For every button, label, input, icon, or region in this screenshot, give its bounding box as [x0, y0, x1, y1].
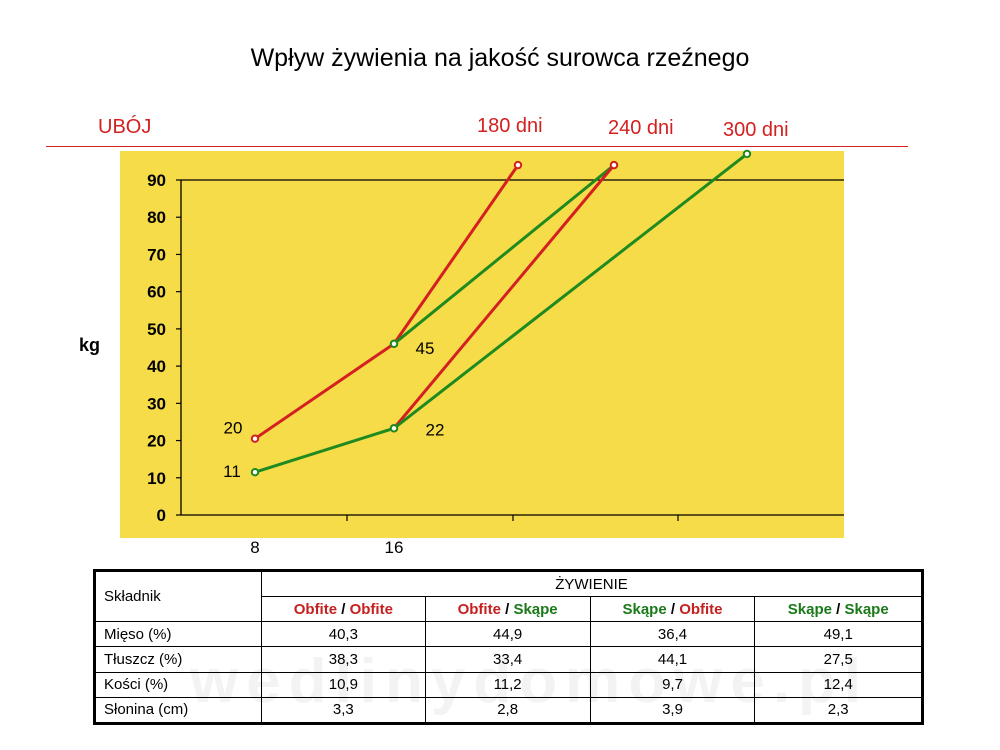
table-row: Mięso (%) 40,3 44,9 36,4 49,1	[94, 621, 923, 648]
series-line	[393, 163, 615, 345]
series-line	[254, 164, 520, 440]
y-tick-label: 60	[147, 283, 166, 302]
row-label: Słonina (cm)	[94, 696, 262, 725]
data-label: 22	[426, 420, 445, 439]
series-line	[254, 152, 748, 474]
column-header-sep: /	[500, 600, 514, 618]
table-row: Kości (%) 10,9 11,2 9,7 12,4	[94, 671, 923, 698]
feeding-group-header: ŻYWIENIE	[261, 569, 923, 598]
table-cell: 3,9	[589, 696, 756, 725]
y-tick-label: 30	[147, 394, 166, 413]
table-cell: 27,5	[754, 646, 923, 673]
column-header-b: Obfite	[679, 600, 723, 618]
y-tick-label: 40	[147, 357, 166, 376]
column-header-a: Skąpe	[787, 600, 832, 618]
table-cell: 2,8	[424, 696, 591, 725]
y-tick-label: 50	[147, 320, 166, 339]
table-cell: 36,4	[589, 621, 756, 648]
column-header: Skąpe / Obfite	[589, 596, 756, 623]
component-header: Składnik	[94, 569, 262, 623]
table-cell: 12,4	[754, 671, 923, 698]
table-cell: 11,2	[424, 671, 591, 698]
table-cell: 9,7	[589, 671, 756, 698]
data-label: 20	[224, 419, 243, 438]
data-point	[389, 424, 399, 433]
endpoint-label-180: 180 dni	[477, 115, 543, 137]
column-header-sep: /	[666, 600, 680, 618]
data-point	[389, 339, 399, 348]
composition-table: Składnik ŻYWIENIE Obfite / Obfite Obfite…	[93, 569, 924, 725]
row-label: Mięso (%)	[94, 621, 262, 648]
column-header-sep: /	[831, 600, 845, 618]
table-cell: 3,3	[261, 696, 426, 725]
column-header-b: Skąpe	[513, 600, 558, 618]
y-tick-label: 0	[157, 506, 166, 525]
slaughter-label: UBÓJ	[98, 116, 152, 138]
endpoint-label-300: 300 dni	[723, 119, 789, 141]
table-cell: 49,1	[754, 621, 923, 648]
column-header: Skąpe / Skąpe	[754, 596, 923, 623]
data-point	[742, 149, 752, 159]
series-line	[392, 164, 616, 430]
y-tick-label: 20	[147, 432, 166, 451]
table-cell: 2,3	[754, 696, 923, 725]
table-cell: 40,3	[261, 621, 426, 648]
data-point	[609, 160, 619, 170]
x-tick-label: 16	[385, 538, 404, 557]
table-cell: 44,9	[424, 621, 591, 648]
x-tick-label: 8	[250, 538, 259, 557]
table-cell: 33,4	[424, 646, 591, 673]
data-label: 11	[223, 462, 241, 481]
column-header-b: Skąpe	[844, 600, 889, 618]
y-tick-label: 70	[147, 245, 166, 264]
column-header-a: Obfite	[293, 600, 338, 618]
column-header-a: Skąpe	[622, 600, 667, 618]
data-point	[250, 467, 260, 477]
data-point	[250, 434, 260, 443]
slaughter-line	[46, 146, 908, 147]
table-cell: 10,9	[261, 671, 426, 698]
row-label: Kości (%)	[94, 671, 262, 698]
column-header-b: Obfite	[349, 600, 393, 618]
column-header-sep: /	[337, 600, 350, 618]
data-point	[513, 160, 523, 170]
table-cell: 38,3	[261, 646, 426, 673]
y-tick-label: 80	[147, 208, 166, 227]
y-axis-title: kg	[79, 335, 101, 355]
table-row: Słonina (cm) 3,3 2,8 3,9 2,3	[94, 696, 923, 725]
table-row: Tłuszcz (%) 38,3 33,4 44,1 27,5	[94, 646, 923, 673]
row-label: Tłuszcz (%)	[94, 646, 262, 673]
table-header-row: Składnik ŻYWIENIE	[94, 569, 923, 623]
y-tick-label: 10	[147, 469, 166, 488]
column-header-a: Obfite	[457, 600, 501, 618]
column-header: Obfite / Obfite	[261, 596, 426, 623]
endpoint-label-240: 240 dni	[608, 117, 674, 139]
page-title: Wpływ żywienia na jakość surowca rzeźneg…	[250, 44, 750, 72]
y-tick-label: 90	[147, 171, 166, 190]
column-header: Obfite / Skąpe	[424, 596, 591, 623]
data-label: 45	[416, 339, 435, 358]
table-cell: 44,1	[589, 646, 756, 673]
table-subheader-row: Obfite / Obfite Obfite / Skąpe Skąpe / O…	[95, 596, 923, 623]
